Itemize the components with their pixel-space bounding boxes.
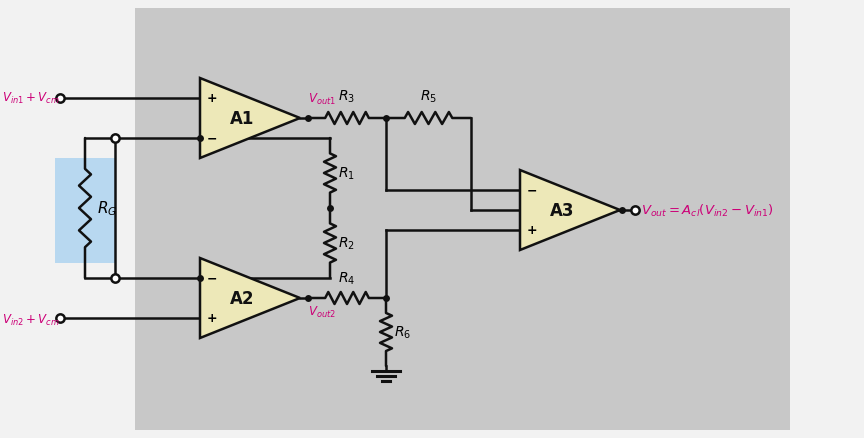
- Polygon shape: [200, 79, 300, 159]
- Text: +: +: [527, 224, 537, 237]
- Text: $R_5$: $R_5$: [420, 88, 437, 105]
- Text: $V_{out} = A_{cl}(V_{in2} - V_{in1})$: $V_{out} = A_{cl}(V_{in2} - V_{in1})$: [641, 202, 774, 219]
- Text: +: +: [207, 312, 218, 325]
- Text: $R_G$: $R_G$: [97, 199, 118, 218]
- Text: $R_2$: $R_2$: [338, 235, 355, 251]
- Polygon shape: [520, 171, 620, 251]
- Text: $V_{in1} + V_{cm}$: $V_{in1} + V_{cm}$: [2, 90, 60, 105]
- Text: A1: A1: [230, 110, 254, 128]
- Text: $R_3$: $R_3$: [339, 88, 355, 105]
- Text: $V_{out2}$: $V_{out2}$: [308, 304, 336, 319]
- Text: $R_6$: $R_6$: [394, 324, 411, 340]
- Text: $R_1$: $R_1$: [338, 166, 355, 182]
- Text: A2: A2: [230, 290, 254, 307]
- Text: $R_4$: $R_4$: [339, 270, 356, 286]
- Bar: [55, 159, 115, 263]
- Text: A3: A3: [550, 201, 575, 219]
- Bar: [135, 9, 790, 430]
- Text: $V_{out1}$: $V_{out1}$: [308, 92, 336, 107]
- Text: −: −: [207, 272, 218, 285]
- Text: +: +: [207, 92, 218, 105]
- Polygon shape: [200, 258, 300, 338]
- Text: −: −: [527, 184, 537, 197]
- Text: $V_{in2} + V_{cm}$: $V_{in2} + V_{cm}$: [2, 312, 60, 327]
- Text: −: −: [207, 132, 218, 145]
